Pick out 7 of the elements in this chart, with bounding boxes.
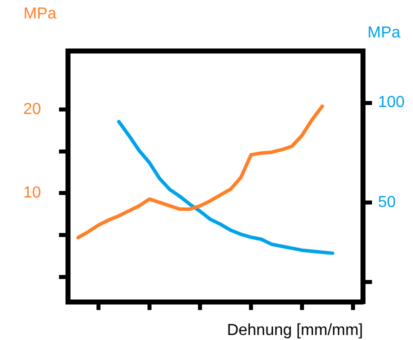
y2-tick-label: 50 <box>378 194 396 211</box>
y-tick-label: 10 <box>23 184 42 202</box>
y2-tick-label: 100 <box>378 94 405 112</box>
x-axis-title: Dehnung [mm/mm] <box>226 322 363 339</box>
y-tick-label: 20 <box>23 100 42 118</box>
y-axis-title: MPa <box>24 5 57 22</box>
y2-axis-title: MPa <box>368 24 401 42</box>
